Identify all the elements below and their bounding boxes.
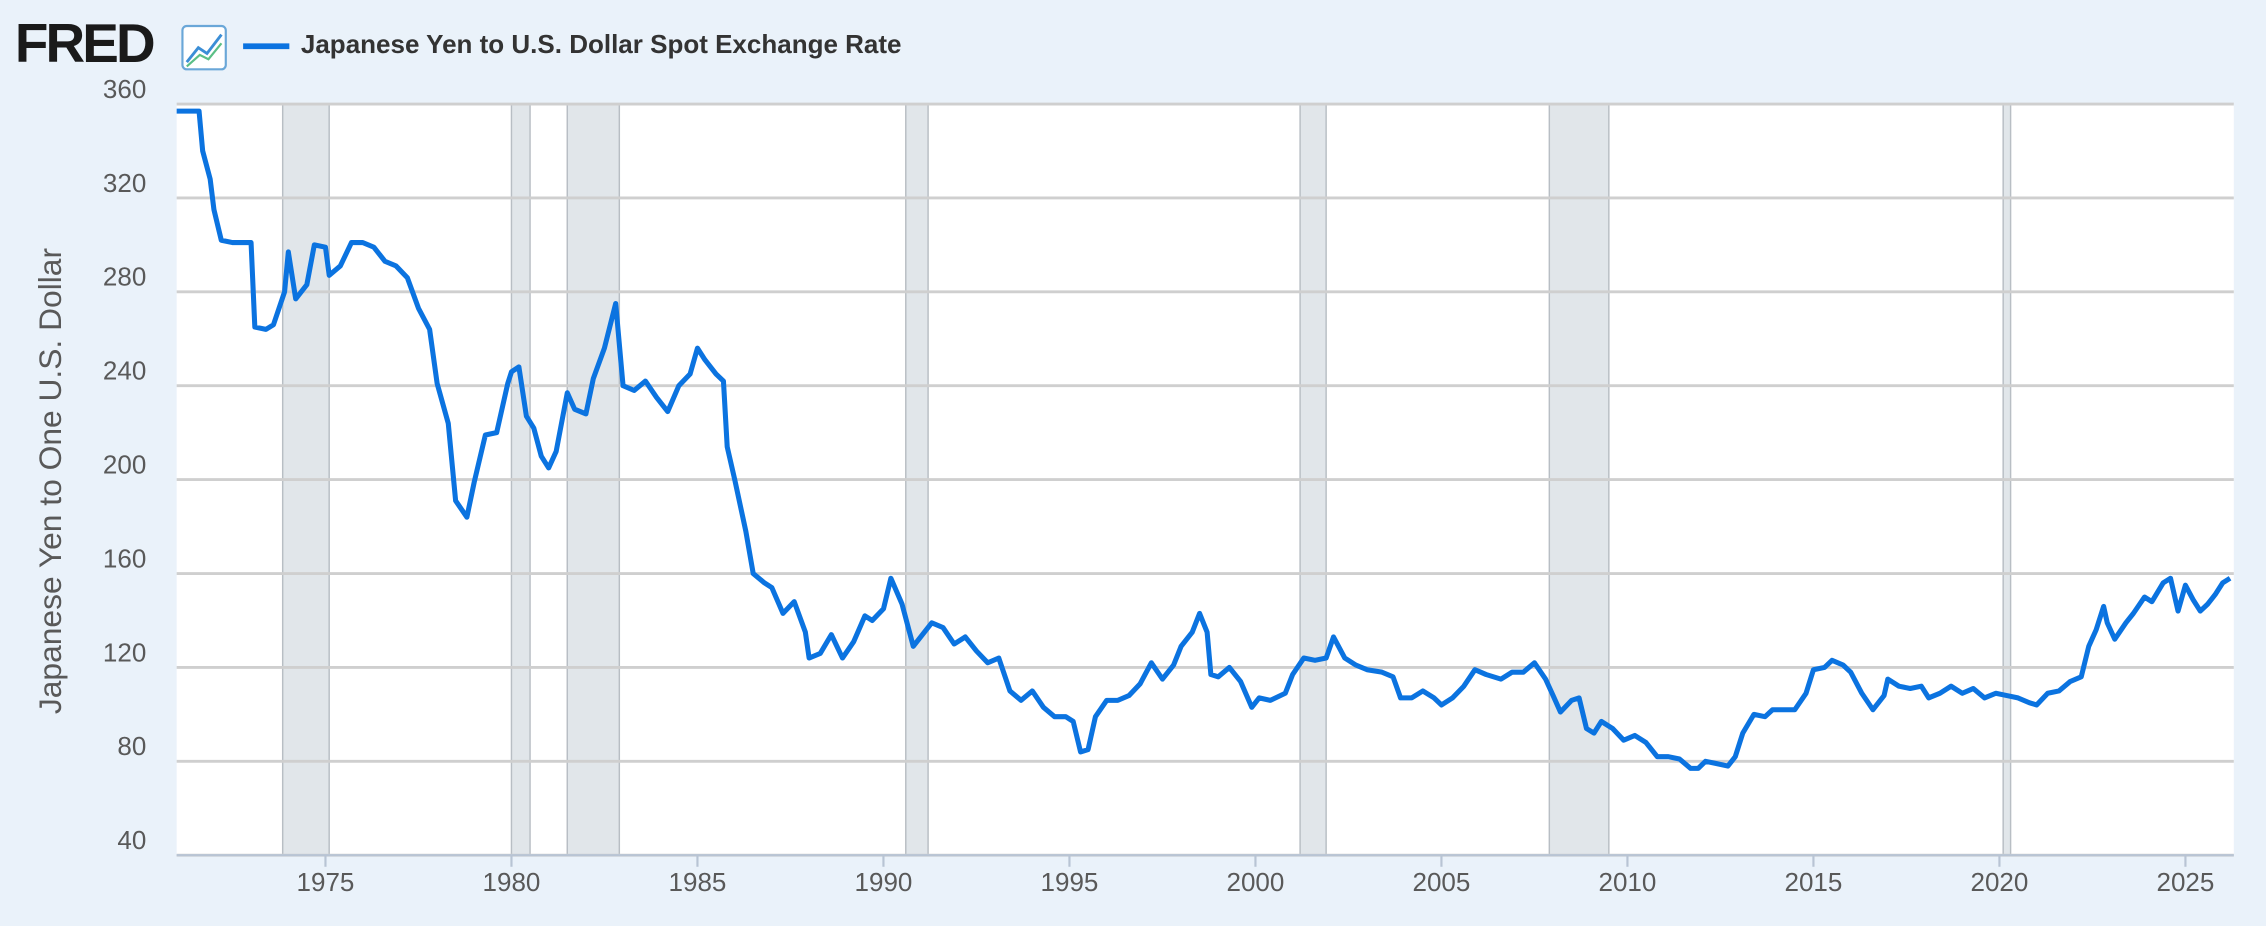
x-tick-label: 2000 bbox=[1227, 867, 1285, 897]
x-tick-label: 1985 bbox=[669, 867, 727, 897]
x-tick-label: 2025 bbox=[2157, 867, 2215, 897]
logo[interactable]: FRED bbox=[15, 12, 157, 74]
logo-icon bbox=[181, 24, 227, 71]
y-tick-label: 200 bbox=[103, 449, 146, 479]
y-tick-label: 280 bbox=[103, 262, 146, 292]
y-tick-label: 160 bbox=[103, 543, 146, 573]
x-tick-label: 2010 bbox=[1599, 867, 1657, 897]
y-tick-label: 80 bbox=[117, 731, 146, 761]
y-tick-label: 120 bbox=[103, 637, 146, 667]
y-tick-label: 240 bbox=[103, 356, 146, 386]
x-tick-label: 2005 bbox=[1413, 867, 1471, 897]
y-tick-label: 360 bbox=[103, 74, 146, 104]
x-tick-label: 2020 bbox=[1971, 867, 2029, 897]
y-tick-label: 320 bbox=[103, 168, 146, 198]
legend-label: Japanese Yen to U.S. Dollar Spot Exchang… bbox=[301, 29, 902, 59]
x-tick-label: 1975 bbox=[297, 867, 355, 897]
x-tick-label: 1995 bbox=[1041, 867, 1099, 897]
y-axis-label: Japanese Yen to One U.S. Dollar bbox=[32, 248, 68, 715]
x-tick-label: 1980 bbox=[483, 867, 541, 897]
x-tick-label: 1990 bbox=[855, 867, 913, 897]
y-tick-label: 40 bbox=[117, 825, 146, 855]
x-tick-label: 2015 bbox=[1785, 867, 1843, 897]
series-line bbox=[176, 108, 2232, 771]
